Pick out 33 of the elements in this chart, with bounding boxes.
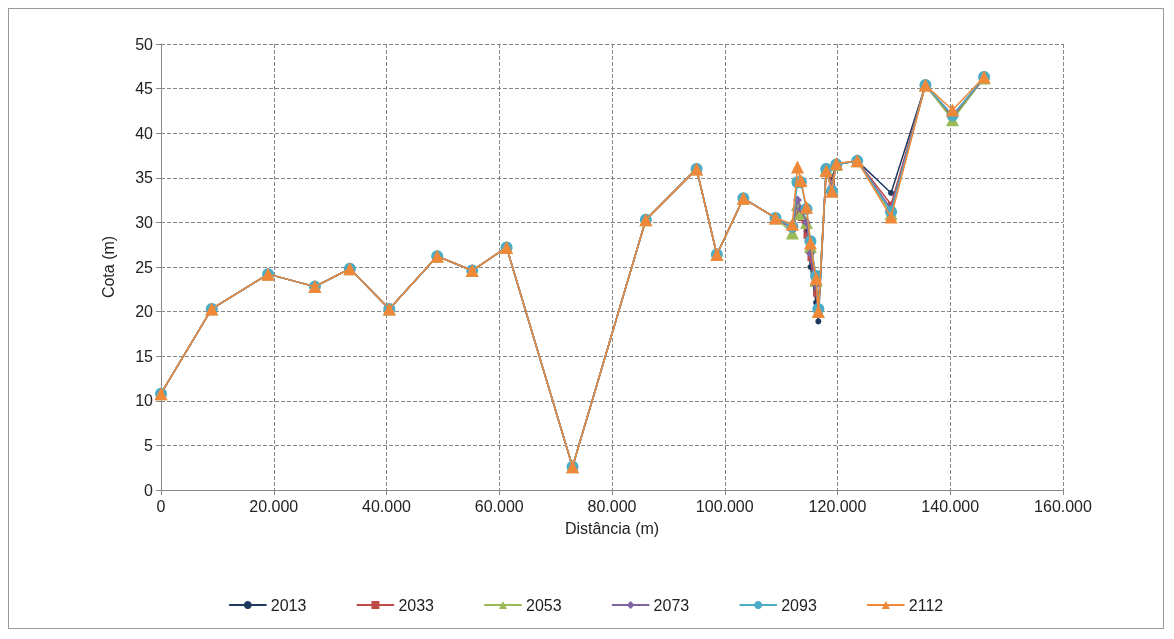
- point: [946, 103, 960, 117]
- x-tick-label: 60.000: [474, 497, 524, 515]
- y-axis-title: Cota (m): [99, 235, 117, 299]
- y-tick-label: 35: [135, 169, 154, 187]
- legend-label: 2033: [398, 596, 435, 614]
- legend-label: 2053: [526, 596, 562, 614]
- x-tick-label: 0: [156, 497, 166, 515]
- x-tick-label: 40.000: [362, 497, 412, 515]
- x-tick-label: 20.000: [249, 497, 299, 515]
- y-tick-label: 45: [135, 80, 154, 98]
- legend-label: 2013: [270, 596, 307, 614]
- legend-label: 2112: [908, 596, 944, 614]
- legend-label: 2093: [781, 596, 817, 614]
- x-tick-label: 120.000: [808, 497, 867, 515]
- y-tick-label: 15: [135, 347, 154, 365]
- y-tick-label: 40: [135, 124, 154, 142]
- y-tick-label: 10: [135, 392, 154, 410]
- point: [888, 189, 895, 196]
- y-tick-label: 0: [144, 481, 154, 499]
- y-tick-label: 30: [135, 213, 154, 231]
- x-axis-title: Distância (m): [564, 519, 660, 537]
- x-tick-label: 100.000: [695, 497, 754, 515]
- x-tick-label: 140.000: [921, 497, 980, 515]
- y-tick-label: 5: [144, 436, 154, 454]
- point: [884, 210, 898, 224]
- x-tick-label: 160.000: [1034, 497, 1093, 515]
- x-tick-label: 80.000: [587, 497, 637, 515]
- legend-label: 2073: [653, 596, 690, 614]
- point: [815, 318, 822, 325]
- y-tick-label: 50: [135, 35, 154, 53]
- point: [790, 160, 804, 174]
- y-tick-label: 25: [135, 258, 154, 276]
- y-tick-label: 20: [135, 303, 154, 321]
